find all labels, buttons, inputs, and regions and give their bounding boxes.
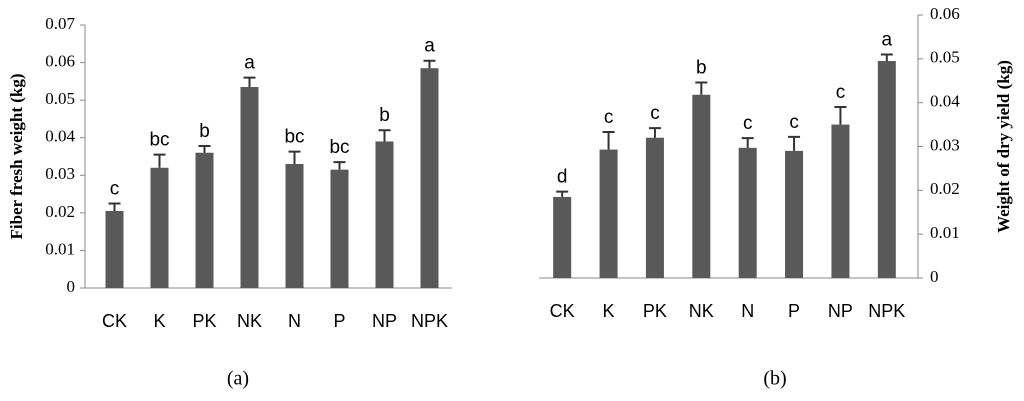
error-bar [333,161,346,170]
error-bar [108,202,121,211]
annotation: bc [149,130,169,151]
bar [599,149,618,278]
annotation: c [110,178,120,199]
caption: (a) [227,368,249,390]
bar [645,137,664,278]
error-bar [288,150,301,165]
bar [240,86,259,288]
annotation: bc [284,127,304,148]
y-tick-label: 0.04 [930,92,960,111]
annotation: b [379,105,390,126]
y-tick-label: 0.04 [45,127,75,146]
x-tick-label: K [153,311,165,331]
annotation: d [557,167,568,188]
error-bar [423,59,436,69]
bar [785,150,804,278]
error-bar [648,127,661,138]
bar [375,141,394,288]
error-bar [880,53,893,62]
error-bar [834,106,847,125]
error-bar [198,144,211,153]
y-tick-label: 0.02 [45,202,75,221]
x-tick-label: NPK [868,301,905,321]
y-tick-label: 0.02 [930,179,960,198]
annotation: a [882,29,893,50]
annotation: b [696,58,707,79]
annotation: c [836,82,846,103]
annotation: c [604,107,614,128]
caption: (b) [763,368,786,390]
y-axis-title: Fiber fresh weight (kg) [7,73,26,239]
x-tick-label: CK [102,311,127,331]
x-tick-label: NP [828,301,853,321]
x-tick-label: NPK [411,311,448,331]
y-axis-title: Weight of dry yield (kg) [994,60,1013,233]
bar [420,68,439,288]
error-bar [602,131,615,150]
annotation: b [199,121,210,142]
annotation: c [650,103,660,124]
annotation: bc [329,137,349,158]
bar [105,210,124,288]
bar [195,152,214,288]
error-bar [556,190,569,197]
annotation: c [789,112,799,133]
annotation: a [424,36,435,57]
x-tick-label: P [788,301,800,321]
annotation: c [743,113,753,134]
bar [738,147,757,278]
y-tick-label: 0.03 [930,135,960,154]
x-tick-label: NP [372,311,397,331]
x-tick-label: N [288,311,301,331]
y-tick-label: 0.05 [45,89,75,108]
x-tick-label: NK [237,311,262,331]
x-tick-label: CK [550,301,575,321]
x-tick-label: PK [192,311,216,331]
x-tick-label: PK [643,301,667,321]
x-tick-label: K [603,301,615,321]
error-bar [788,135,801,151]
y-tick-label: 0.06 [930,4,960,23]
x-tick-label: NK [689,301,714,321]
x-tick-label: P [333,311,345,331]
y-tick-label: 0.01 [45,239,75,258]
bar [877,61,896,279]
bar [285,164,304,288]
x-tick-label: N [741,301,754,321]
y-tick-label: 0 [67,277,76,296]
y-tick-label: 0.03 [45,164,75,183]
error-bar [153,153,166,168]
bar [831,124,850,278]
bar [692,94,711,278]
y-tick-label: 0.07 [45,14,75,33]
y-tick-label: 0.06 [45,51,75,70]
bar [330,169,349,288]
bar [553,196,572,278]
error-bar [741,137,754,148]
error-bar [378,129,391,142]
annotation: a [244,53,255,74]
y-tick-label: 0 [930,267,939,286]
error-bar [695,81,708,95]
y-tick-label: 0.05 [930,48,960,67]
bar [150,167,169,288]
y-tick-label: 0.01 [930,223,960,242]
error-bar [243,76,256,87]
